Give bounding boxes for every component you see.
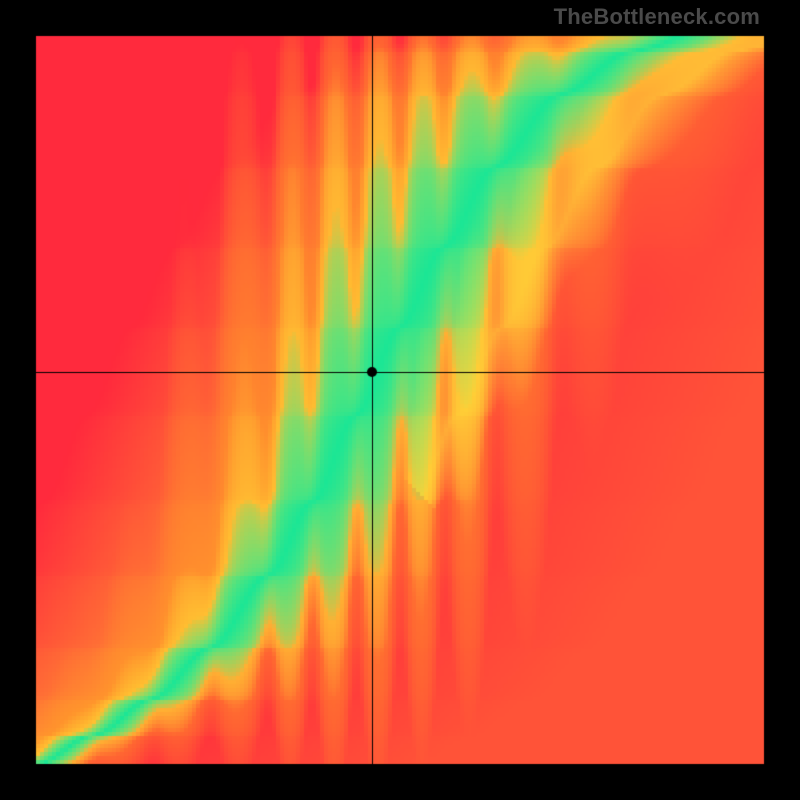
bottleneck-heatmap [0,0,800,800]
watermark-text: TheBottleneck.com [554,4,760,30]
